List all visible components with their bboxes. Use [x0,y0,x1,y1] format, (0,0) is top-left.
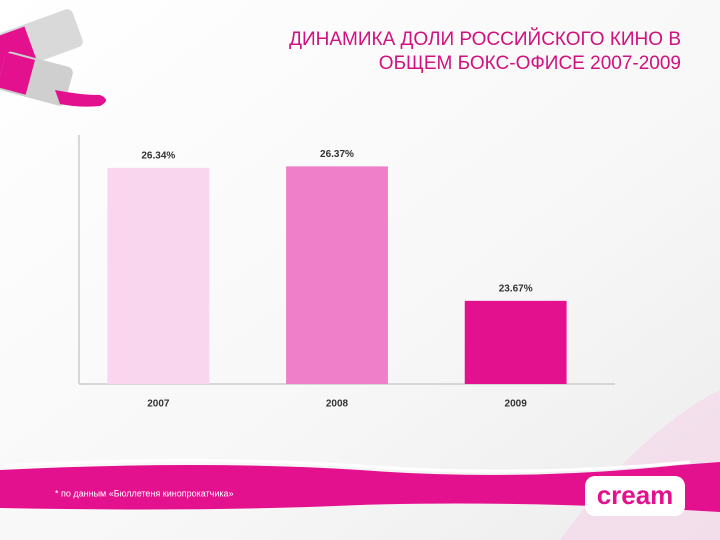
chart-title: ДИНАМИКА ДОЛИ РОССИЙСКОГО КИНО В ОБЩЕМ БО… [289,28,681,74]
x-tick-label: 2007 [147,399,170,410]
bar [286,166,388,384]
footnote: * по данным «Бюллетеня кинопрокатчика» [55,488,234,498]
bar [107,167,210,384]
logo: cream [597,480,674,510]
bar [464,300,567,384]
x-tick-label: 2008 [326,399,349,410]
value-label: 23.67% [499,283,533,294]
x-tick-label: 2009 [505,399,528,410]
value-label: 26.34% [141,151,175,162]
decoration [0,9,720,540]
value-label: 26.37% [320,149,354,160]
